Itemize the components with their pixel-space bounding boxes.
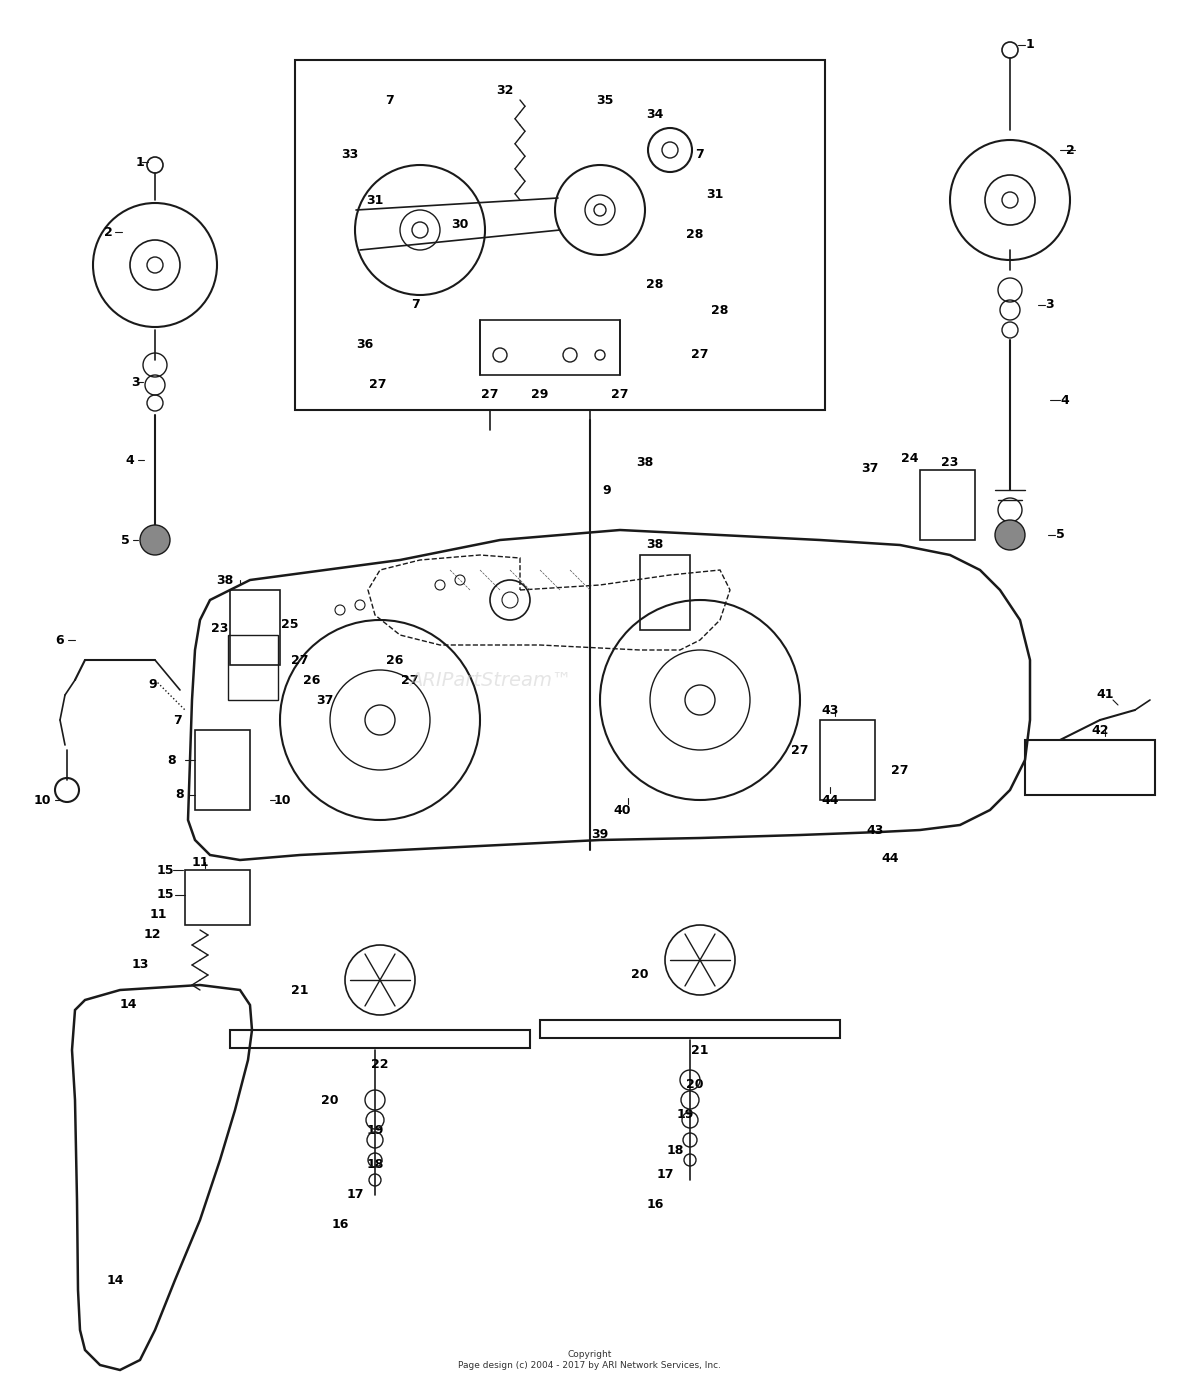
Text: 27: 27	[401, 673, 419, 687]
Bar	[185, 870, 250, 925]
Bar	[540, 1020, 840, 1038]
Text: 20: 20	[321, 1094, 339, 1106]
Text: 7: 7	[411, 298, 419, 312]
Text: 27: 27	[891, 764, 909, 776]
Bar	[640, 554, 690, 630]
Text: 8: 8	[176, 789, 184, 801]
Text: 43: 43	[866, 823, 884, 837]
Text: 27: 27	[792, 743, 808, 757]
Text: 3: 3	[131, 375, 139, 389]
Circle shape	[140, 525, 170, 554]
Text: 7: 7	[386, 94, 394, 106]
Text: 34: 34	[647, 109, 663, 121]
Text: 39: 39	[591, 829, 609, 841]
Bar	[230, 1030, 530, 1048]
Bar	[228, 634, 278, 701]
Text: 36: 36	[356, 338, 374, 352]
Text: 11: 11	[149, 909, 166, 921]
Text: 16: 16	[647, 1198, 663, 1212]
Text: 37: 37	[861, 462, 879, 474]
Text: 38: 38	[636, 455, 654, 469]
Text: 23: 23	[942, 455, 958, 469]
Text: 40: 40	[614, 804, 631, 816]
Bar	[480, 320, 620, 375]
Text: 27: 27	[611, 389, 629, 401]
Text: 44: 44	[881, 851, 899, 865]
Text: 18: 18	[667, 1143, 683, 1157]
Text: 28: 28	[687, 229, 703, 241]
Text: 24: 24	[902, 451, 919, 465]
Text: 9: 9	[603, 484, 611, 496]
Text: 20: 20	[631, 968, 649, 982]
Text: 44: 44	[821, 793, 839, 807]
Bar	[920, 470, 975, 541]
Text: 22: 22	[372, 1059, 388, 1071]
Text: 23: 23	[211, 622, 229, 634]
Text: 28: 28	[712, 303, 729, 317]
Text: 17: 17	[346, 1189, 363, 1201]
Text: 18: 18	[366, 1158, 384, 1172]
Text: 17: 17	[656, 1168, 674, 1182]
Circle shape	[995, 520, 1025, 550]
Text: 28: 28	[647, 279, 663, 291]
Text: 15: 15	[156, 863, 173, 877]
Text: 6: 6	[55, 633, 65, 647]
Text: 20: 20	[687, 1078, 703, 1092]
Text: 3: 3	[1045, 298, 1054, 312]
Text: 7: 7	[696, 149, 704, 161]
Text: 27: 27	[691, 349, 709, 361]
Text: 5: 5	[120, 534, 130, 546]
Text: 2: 2	[1066, 143, 1074, 156]
Bar	[295, 61, 825, 410]
Text: 10: 10	[274, 793, 290, 807]
Text: 13: 13	[131, 958, 149, 971]
Bar	[820, 720, 876, 800]
Text: 33: 33	[341, 149, 359, 161]
Text: 25: 25	[281, 619, 299, 632]
Text: 4: 4	[125, 454, 135, 466]
Text: 29: 29	[531, 389, 549, 401]
Text: 11: 11	[191, 855, 209, 869]
Text: 8: 8	[168, 753, 176, 767]
Text: 37: 37	[316, 694, 334, 706]
Text: 35: 35	[596, 94, 614, 106]
Text: 4: 4	[1061, 393, 1069, 407]
Text: 31: 31	[707, 189, 723, 201]
Text: 32: 32	[497, 84, 513, 97]
Text: 26: 26	[386, 654, 404, 666]
Text: 10: 10	[33, 793, 51, 807]
Text: 38: 38	[647, 539, 663, 552]
Text: 21: 21	[691, 1044, 709, 1056]
Text: 7: 7	[173, 713, 183, 727]
Text: 15: 15	[156, 888, 173, 902]
Text: 1: 1	[136, 156, 144, 168]
Text: 38: 38	[216, 574, 234, 586]
Text: 14: 14	[119, 998, 137, 1012]
Text: 12: 12	[143, 928, 160, 942]
Text: ARIPartStream™: ARIPartStream™	[408, 670, 571, 690]
Bar	[1025, 741, 1155, 796]
Text: 26: 26	[303, 673, 321, 687]
Text: 31: 31	[366, 193, 384, 207]
Text: 21: 21	[291, 983, 309, 997]
Text: 1: 1	[1025, 39, 1035, 51]
Bar	[195, 729, 250, 809]
Text: 41: 41	[1096, 688, 1114, 702]
Text: 27: 27	[291, 654, 309, 666]
Bar	[230, 590, 280, 665]
Text: 14: 14	[106, 1273, 124, 1287]
Text: Copyright
Page design (c) 2004 - 2017 by ARI Network Services, Inc.: Copyright Page design (c) 2004 - 2017 by…	[459, 1350, 721, 1369]
Text: 42: 42	[1092, 724, 1109, 736]
Text: 2: 2	[104, 226, 112, 239]
Text: 5: 5	[1056, 528, 1064, 542]
Text: 30: 30	[451, 218, 468, 232]
Text: 9: 9	[149, 678, 157, 691]
Text: 16: 16	[332, 1219, 348, 1231]
Text: 27: 27	[481, 389, 499, 401]
Text: 27: 27	[369, 378, 387, 392]
Text: 19: 19	[676, 1109, 694, 1121]
Text: 19: 19	[366, 1124, 384, 1136]
Text: 43: 43	[821, 703, 839, 717]
